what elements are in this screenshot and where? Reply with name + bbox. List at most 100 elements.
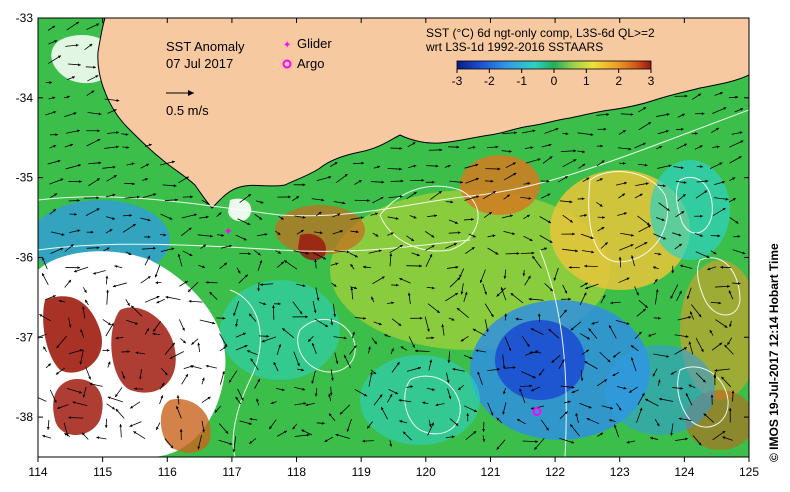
- current-arrow-head: [89, 382, 93, 386]
- current-arrow-head: [96, 178, 100, 182]
- current-arrow-head: [57, 406, 61, 410]
- current-arrow-head: [606, 113, 610, 116]
- current-arrow-head: [654, 279, 658, 282]
- current-arrow-head: [278, 344, 282, 348]
- current-arrow-head: [188, 227, 192, 231]
- current-arrow-head: [622, 193, 626, 197]
- current-arrow-head: [335, 262, 339, 266]
- current-arrow-head: [426, 328, 430, 332]
- current-arrow-head: [95, 75, 99, 78]
- current-arrow-head: [108, 322, 112, 326]
- current-arrow-head: [685, 437, 688, 441]
- current-arrow-head: [740, 140, 744, 144]
- current-arrow-head: [33, 395, 36, 398]
- current-arrow-head: [248, 194, 251, 197]
- current-arrow-head: [300, 229, 304, 233]
- current-arrow-head: [52, 25, 56, 29]
- current-arrow-head: [531, 388, 535, 392]
- current-arrow-head: [716, 145, 720, 149]
- current-arrow-head: [115, 336, 119, 340]
- current-arrow-head: [56, 345, 60, 349]
- current-arrow-head: [301, 429, 305, 433]
- colorbar-tick-label: -1: [516, 74, 527, 88]
- current-arrow-head: [531, 251, 535, 255]
- current-arrow-head: [549, 288, 553, 292]
- current-arrow-head: [599, 203, 603, 207]
- current-arrow-head: [628, 147, 632, 151]
- argo-legend-icon: [282, 59, 292, 69]
- current-arrow-head: [729, 324, 732, 328]
- current-arrow-head: [728, 290, 732, 294]
- current-arrow-head: [573, 149, 577, 153]
- current-arrow-head: [131, 162, 135, 166]
- current-arrow-head: [699, 234, 703, 237]
- current-arrow-head: [281, 261, 284, 265]
- current-arrow-head: [112, 193, 116, 197]
- current-arrow-head: [724, 324, 728, 328]
- current-arrow-head: [739, 131, 743, 135]
- current-arrow-head: [460, 291, 464, 295]
- current-arrow-head: [662, 236, 666, 240]
- current-arrow-head: [209, 291, 213, 295]
- current-arrow-head: [57, 55, 61, 59]
- current-arrow-head: [514, 131, 517, 135]
- current-arrow-head: [686, 296, 690, 299]
- current-arrow-head: [599, 178, 603, 181]
- current-arrow-head: [374, 341, 377, 345]
- current-arrow-head: [237, 270, 241, 274]
- current-arrow-head: [77, 63, 81, 67]
- x-tick-label: 124: [674, 465, 694, 479]
- current-arrow-head: [55, 133, 59, 137]
- current-arrow-head: [292, 426, 296, 430]
- current-arrow-head: [438, 191, 442, 194]
- current-arrow-head: [460, 338, 464, 342]
- current-arrow-head: [698, 93, 702, 97]
- current-arrow-head: [399, 146, 403, 150]
- current-arrow-head: [64, 433, 68, 436]
- current-arrow-head: [631, 233, 634, 237]
- current-arrow-head: [261, 339, 265, 343]
- current-arrow-head: [447, 164, 451, 168]
- current-arrow-head: [488, 212, 492, 215]
- current-arrow-head: [395, 391, 399, 395]
- current-arrow-head: [472, 146, 476, 149]
- current-arrow-head: [548, 328, 552, 332]
- current-arrow-head: [723, 107, 727, 110]
- current-arrow-head: [612, 373, 616, 376]
- current-arrow-head: [573, 159, 577, 162]
- current-arrow-head: [155, 281, 159, 285]
- current-arrow-head: [244, 344, 248, 348]
- current-arrow-head: [371, 296, 374, 300]
- current-arrow-head: [305, 251, 309, 255]
- current-arrow-head: [666, 207, 670, 211]
- current-arrow-head: [601, 160, 605, 164]
- current-arrow-head: [551, 359, 555, 363]
- current-arrow-head: [417, 366, 421, 370]
- current-arrow-head: [700, 214, 703, 218]
- current-arrow-head: [522, 273, 526, 277]
- colorbar-tick-label: 2: [615, 74, 622, 88]
- current-arrow-head: [283, 430, 287, 434]
- current-arrow-head: [652, 373, 656, 377]
- current-arrow-head: [570, 327, 574, 331]
- current-arrow-head: [111, 406, 115, 410]
- current-arrow-head: [732, 198, 736, 201]
- current-arrow-head: [565, 132, 569, 136]
- current-arrow-head: [269, 426, 272, 430]
- current-arrow-head: [482, 438, 486, 442]
- current-arrow-head: [112, 284, 116, 288]
- current-arrow-head: [646, 222, 650, 226]
- current-arrow-head: [335, 361, 339, 364]
- current-arrow-head: [735, 95, 739, 99]
- current-arrow-head: [88, 376, 91, 380]
- current-arrow-head: [704, 190, 708, 194]
- current-arrow-head: [328, 413, 332, 417]
- current-arrow-head: [466, 413, 470, 416]
- current-arrow-head: [188, 289, 191, 292]
- current-arrow-head: [228, 379, 232, 383]
- current-arrow-head: [139, 376, 142, 380]
- current-arrow-head: [495, 145, 499, 149]
- current-arrow-head: [448, 396, 452, 399]
- current-arrow-head: [678, 233, 682, 237]
- current-arrow-head: [700, 348, 704, 352]
